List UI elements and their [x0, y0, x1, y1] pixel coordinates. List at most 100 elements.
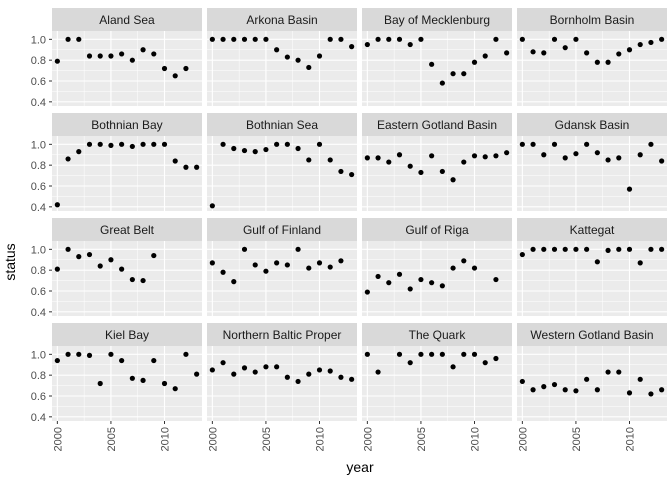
facet-strip — [517, 113, 667, 136]
facet-panel: Kattegat — [517, 218, 667, 316]
data-point — [151, 141, 157, 147]
y-tick-label: 0.8 — [31, 265, 46, 277]
facet-plot-area — [517, 241, 667, 316]
x-tick-label: 2005 — [106, 427, 118, 451]
facet-strip — [52, 113, 202, 136]
data-point — [594, 387, 600, 393]
y-tick-label: 0.4 — [31, 412, 46, 424]
facet-strip — [362, 218, 512, 241]
facet-plot-area — [362, 346, 512, 421]
x-tick-label: 2000 — [362, 427, 374, 451]
data-point — [648, 246, 654, 252]
y-tick-label: 0.8 — [31, 370, 46, 382]
data-point — [648, 39, 654, 46]
data-point — [76, 36, 82, 42]
data-point — [183, 351, 189, 357]
data-point — [241, 147, 248, 154]
x-tick-label: 2005 — [416, 427, 428, 451]
facet-strip — [362, 113, 512, 136]
data-point — [439, 351, 445, 357]
facet-plot-area — [362, 31, 512, 106]
data-point — [418, 36, 424, 42]
data-point — [562, 155, 568, 161]
data-point — [637, 152, 643, 158]
data-point — [295, 57, 301, 63]
data-point — [97, 53, 103, 59]
data-point — [573, 151, 579, 157]
data-point — [349, 171, 355, 178]
data-point — [295, 246, 301, 252]
data-point — [338, 168, 344, 175]
x-tick-label: 2010 — [625, 427, 637, 451]
data-point — [172, 73, 178, 79]
data-point — [594, 59, 600, 65]
facet-plot-area — [207, 346, 357, 421]
data-point — [562, 387, 568, 393]
data-point — [284, 374, 290, 380]
data-point — [504, 150, 510, 156]
data-point — [274, 47, 280, 53]
facet-plot-area — [517, 346, 667, 421]
data-point — [541, 246, 547, 252]
facet-plot-area — [207, 241, 357, 316]
data-point — [220, 360, 226, 366]
data-point — [429, 153, 435, 159]
facet-strip — [52, 8, 202, 31]
data-point — [284, 141, 290, 147]
y-axis-title: status — [2, 243, 18, 280]
data-point — [349, 376, 355, 382]
facet-panel: Aland Sea 0.4 0.6 0.8 1.0 — [31, 8, 202, 109]
facet-panel: Great Belt 0.4 0.6 0.8 1.0 — [31, 218, 202, 319]
facet-plot-area — [207, 136, 357, 211]
data-point — [450, 364, 456, 370]
data-point — [65, 351, 71, 357]
data-point — [76, 254, 82, 260]
data-point — [316, 260, 323, 266]
data-point — [482, 360, 488, 366]
data-point — [573, 388, 579, 394]
facet-title: Eastern Gotland Basin — [377, 118, 497, 132]
data-point — [327, 264, 333, 270]
data-point — [274, 141, 280, 147]
data-point — [209, 203, 215, 209]
data-point — [151, 252, 157, 259]
data-point — [231, 279, 237, 285]
data-point — [562, 246, 568, 252]
data-point — [605, 247, 611, 253]
facet-strip — [207, 323, 357, 346]
data-point — [108, 351, 114, 357]
data-point — [439, 80, 445, 86]
data-point — [418, 351, 424, 357]
facet-panel: Arkona Basin — [207, 8, 357, 106]
facet-title: Gdansk Basin — [555, 118, 630, 132]
data-point — [429, 61, 435, 67]
data-point — [97, 263, 103, 269]
data-point — [375, 36, 381, 42]
data-point — [375, 369, 381, 375]
data-point — [295, 378, 301, 385]
data-point — [263, 36, 269, 42]
data-point — [659, 36, 665, 42]
data-point — [637, 41, 643, 48]
data-point — [119, 51, 125, 57]
data-point — [461, 351, 467, 357]
data-point — [241, 36, 248, 42]
data-point — [338, 36, 344, 42]
data-point — [626, 246, 633, 252]
facet-panel: Bay of Mecklenburg — [362, 8, 512, 106]
x-tick-label: 2010 — [470, 427, 482, 451]
data-point — [584, 246, 590, 252]
facet-plot-area — [362, 136, 512, 211]
data-point — [97, 380, 103, 387]
data-point — [364, 155, 370, 161]
facet-title: Bornholm Basin — [550, 13, 635, 27]
data-point — [86, 141, 93, 147]
x-tick-label: 2005 — [261, 427, 273, 451]
data-point — [626, 47, 633, 53]
facet-panel: Bothnian Bay 0.4 0.6 0.8 1.0 — [31, 113, 202, 214]
data-point — [220, 141, 226, 147]
data-point — [396, 271, 403, 277]
y-tick-label: 0.4 — [31, 97, 46, 109]
data-point — [626, 390, 633, 396]
data-point — [659, 387, 665, 393]
